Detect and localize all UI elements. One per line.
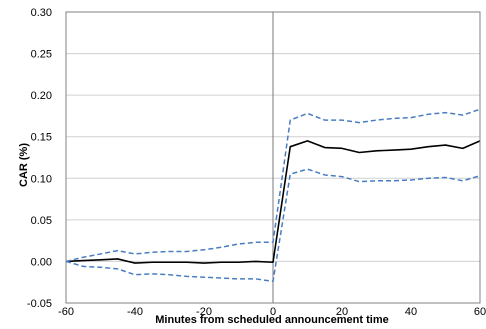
x-tick-label: -60 (58, 306, 74, 318)
x-tick-label: -40 (127, 306, 143, 318)
y-tick-label: 0.30 (31, 7, 52, 19)
y-tick-label: -0.05 (27, 298, 52, 310)
x-axis-title: Minutes from scheduled announcement time (155, 314, 388, 326)
y-axis-title: CAR (%) (18, 143, 30, 187)
mean-car-line (65, 140, 481, 264)
x-tick-label: -20 (196, 306, 212, 318)
upper-band-line (65, 108, 481, 263)
series-lines (65, 108, 481, 283)
plot-frame (65, 11, 481, 304)
y-tick-label: 0.15 (31, 132, 52, 144)
y-tick-label: 0.25 (31, 49, 52, 61)
y-tick-label: 0.20 (31, 90, 52, 102)
x-axis-ticks: -60 -40 -20 0 20 40 60 (58, 306, 486, 318)
x-tick-label: 20 (336, 306, 348, 318)
y-tick-label: 0.05 (31, 215, 52, 227)
y-axis-ticks: -0.05 0.00 0.05 0.10 0.15 0.20 0.25 0.30 (27, 7, 52, 310)
x-tick-label: 0 (270, 306, 276, 318)
x-tick-label: 40 (405, 306, 417, 318)
y-tick-label: 0.10 (31, 173, 52, 185)
y-tick-label: 0.00 (31, 256, 52, 268)
x-tick-label: 60 (474, 306, 486, 318)
lower-band-line (65, 168, 481, 283)
plot-border (65, 11, 481, 304)
